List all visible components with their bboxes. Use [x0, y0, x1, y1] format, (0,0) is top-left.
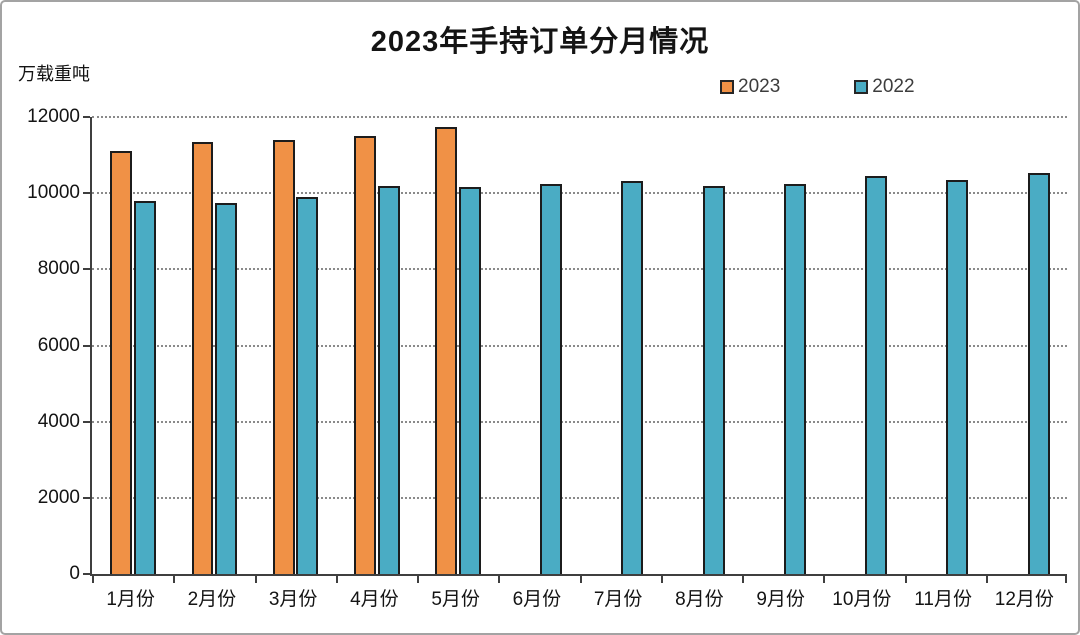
x-tick-label-2: 2月份	[187, 589, 237, 610]
y-tick-label-8000: 8000	[37, 258, 80, 280]
x-tick-label-9: 9月份	[756, 589, 805, 610]
x-tick-mark-1	[173, 576, 176, 583]
bar-2022-month-10	[865, 176, 888, 574]
gridline-8000	[92, 268, 1067, 271]
y-tick-mark-0	[83, 573, 90, 575]
x-tick-label-12: 12月份	[994, 589, 1054, 610]
gridline-10000	[92, 192, 1067, 195]
y-axis-unit-label: 万载重吨	[18, 64, 90, 84]
y-tick-mark-6000	[83, 344, 90, 347]
x-tick-mark-6	[579, 576, 582, 583]
bar-2022-month-8	[702, 186, 725, 574]
legend-label-2023: 2023	[738, 76, 781, 97]
gridline-2000	[92, 496, 1067, 499]
x-tick-mark-5	[498, 576, 501, 583]
x-tick-mark-9	[823, 576, 826, 583]
legend-item-2022: 2022	[854, 76, 915, 98]
y-tick-mark-12000	[83, 116, 90, 118]
x-tick-label-6: 6月份	[512, 589, 562, 610]
bar-2022-month-12	[1027, 172, 1050, 574]
x-tick-label-4: 4月份	[350, 589, 399, 610]
x-tick-mark-11	[985, 576, 988, 583]
bar-2023-month-2	[191, 141, 214, 574]
x-tick-label-10: 10月份	[832, 589, 892, 610]
y-tick-mark-4000	[83, 420, 90, 423]
bar-2022-month-6	[540, 183, 563, 574]
x-tick-mark-12	[1065, 576, 1067, 583]
bar-2022-month-3	[296, 196, 319, 574]
x-tick-mark-4	[417, 576, 419, 583]
gridline-4000	[92, 420, 1067, 423]
x-tick-label-11: 11月份	[914, 589, 972, 610]
gridline-6000	[92, 344, 1067, 347]
y-tick-mark-2000	[83, 496, 90, 499]
y-tick-label-2000: 2000	[37, 486, 80, 508]
bar-2022-month-7	[621, 180, 644, 574]
y-tick-label-0: 0	[69, 563, 80, 584]
x-tick-label-1: 1月份	[106, 589, 155, 610]
bar-2022-month-2	[215, 202, 238, 574]
legend-label-2022: 2022	[872, 76, 915, 97]
x-tick-label-5: 5月份	[431, 589, 480, 610]
plot-area	[90, 116, 1067, 583]
bar-2022-month-5	[458, 187, 481, 574]
bar-2023-month-3	[272, 139, 295, 574]
gridline-12000	[92, 116, 1067, 118]
bar-2022-month-11	[946, 180, 969, 574]
y-tick-label-4000: 4000	[37, 410, 80, 432]
x-tick-label-8: 8月份	[675, 589, 724, 610]
bar-2023-month-1	[110, 151, 133, 574]
bar-2022-month-4	[377, 185, 400, 574]
y-tick-label-10000: 10000	[27, 182, 80, 204]
bar-2022-month-9	[783, 184, 806, 574]
x-tick-mark-0	[92, 576, 94, 583]
legend-swatch-2023-icon	[720, 80, 734, 94]
x-tick-mark-7	[660, 576, 663, 583]
y-tick-mark-8000	[83, 268, 90, 271]
legend-item-2023: 2023	[720, 76, 780, 98]
x-tick-mark-8	[742, 576, 744, 583]
x-tick-label-3: 3月份	[268, 589, 318, 610]
y-tick-label-6000: 6000	[37, 334, 80, 356]
x-tick-mark-10	[904, 576, 907, 583]
x-tick-mark-3	[335, 576, 338, 583]
bar-2023-month-4	[354, 136, 376, 574]
bar-2022-month-1	[133, 200, 156, 574]
legend-swatch-2022-icon	[854, 80, 869, 94]
legend: 2023 2022	[720, 76, 915, 98]
y-tick-mark-10000	[83, 192, 90, 195]
y-tick-label-12000: 12000	[27, 106, 80, 127]
x-tick-label-7: 7月份	[593, 589, 643, 610]
bar-2023-month-5	[435, 126, 458, 574]
chart-title: 2023年手持订单分月情况	[370, 26, 710, 58]
x-tick-mark-2	[254, 576, 257, 583]
